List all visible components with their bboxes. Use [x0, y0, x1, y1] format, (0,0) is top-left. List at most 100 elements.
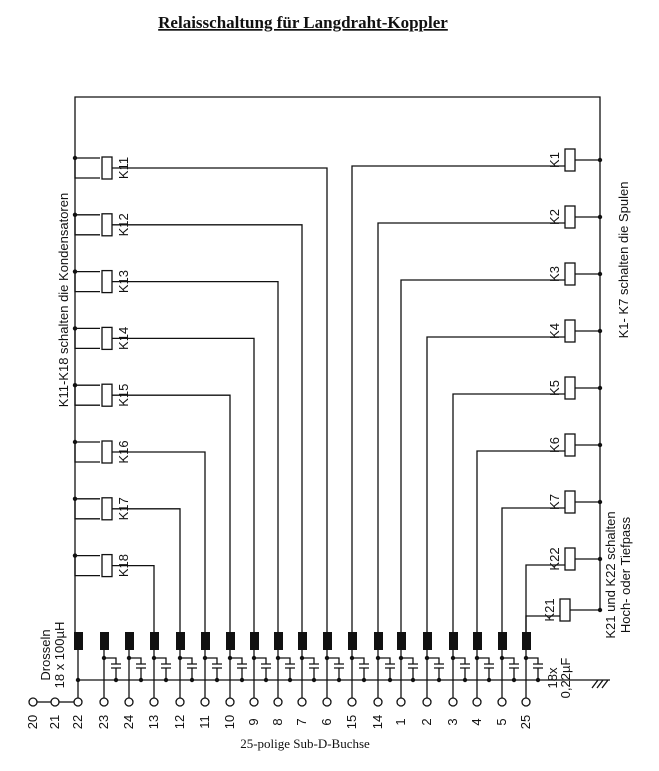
- choke: [374, 632, 383, 650]
- wire: [74, 441, 100, 463]
- pin: [521, 697, 531, 707]
- capacitor: [352, 657, 369, 680]
- filter-note: K21 und K22 schalten: [603, 511, 618, 638]
- pin: [273, 697, 283, 707]
- pin: [200, 697, 210, 707]
- title: Relaisschaltung für Langdraht-Koppler: [158, 13, 448, 32]
- relay-label: K17: [116, 497, 131, 520]
- pin: [225, 697, 235, 707]
- relay-coil: [101, 497, 113, 521]
- cap-note: 18x: [545, 667, 560, 688]
- choke: [100, 632, 109, 650]
- wire: [74, 270, 100, 293]
- relay-coil: [101, 326, 113, 351]
- wire: [74, 214, 100, 236]
- wire: [525, 564, 565, 632]
- relay-coil: [564, 547, 576, 571]
- pin: [99, 697, 109, 707]
- wire: [74, 554, 100, 577]
- pin: [322, 697, 332, 707]
- relay-coil: [564, 205, 576, 229]
- pin: [175, 697, 185, 707]
- choke: [498, 632, 507, 650]
- relay-label: K14: [116, 327, 131, 350]
- pin: [497, 697, 507, 707]
- capacitor: [378, 657, 395, 680]
- pin-label: 21: [47, 715, 62, 729]
- pin: [422, 697, 432, 707]
- pin: [297, 697, 307, 707]
- wire: [501, 507, 565, 632]
- relay-label: K5: [547, 380, 562, 396]
- pin-label: 7: [294, 718, 309, 725]
- capacitor: [230, 657, 247, 680]
- capacitor: [129, 657, 146, 680]
- capacitor: [453, 657, 470, 680]
- capacitor: [180, 657, 197, 680]
- caption: 25-polige Sub-D-Buchse: [240, 736, 370, 751]
- wire: [112, 394, 231, 632]
- pin-label: 2: [419, 718, 434, 725]
- capacitor: [278, 657, 295, 680]
- wire: [74, 384, 100, 406]
- relay-coil: [101, 213, 113, 237]
- relay-coil: [564, 148, 576, 172]
- junction: [75, 677, 81, 683]
- pin: [249, 697, 259, 707]
- choke: [298, 632, 307, 650]
- pin-label: 24: [121, 715, 136, 729]
- choke: [449, 632, 458, 650]
- pin-label: 4: [469, 718, 484, 725]
- capacitor: [254, 657, 271, 680]
- left-note: K11-K18 schalten die Kondensatoren: [56, 193, 71, 407]
- choke: [176, 632, 185, 650]
- wire: [112, 564, 155, 632]
- capacitor: [154, 657, 171, 680]
- pin-label: 6: [319, 718, 334, 725]
- relay-coil: [564, 490, 576, 514]
- right-note: K1- K7 schalten die Spulen: [616, 182, 631, 339]
- wire: [112, 508, 181, 632]
- choke: [74, 632, 83, 650]
- choke: [226, 632, 235, 650]
- relay-label: K4: [547, 323, 562, 339]
- pin-label: 12: [172, 715, 187, 729]
- relay-label: K12: [116, 213, 131, 236]
- wire: [476, 450, 565, 632]
- capacitor: [502, 657, 519, 680]
- relay-coil: [101, 383, 113, 407]
- relay-coil: [101, 440, 113, 464]
- relay-coil: [564, 376, 576, 400]
- wire: [112, 280, 279, 632]
- choke-note: Drosseln: [38, 629, 53, 680]
- pin-label: 14: [370, 715, 385, 729]
- wire: [74, 498, 100, 520]
- wire: [112, 167, 328, 632]
- relay-coil: [101, 553, 113, 578]
- choke: [348, 632, 357, 650]
- capacitor: [477, 657, 494, 680]
- wire: [426, 336, 565, 632]
- relay-label: K11: [116, 157, 131, 179]
- wire: [377, 222, 565, 632]
- pin: [149, 697, 159, 707]
- choke-note: 18 x 100µH: [52, 622, 67, 689]
- bus: [74, 96, 601, 640]
- pin-label: 25: [518, 715, 533, 729]
- relay-coil: [564, 433, 576, 457]
- relay-label: K22: [547, 547, 562, 570]
- pin: [347, 697, 357, 707]
- wire: [74, 157, 100, 179]
- cap-note: 0,22µF: [558, 658, 573, 699]
- wire: [351, 165, 565, 632]
- pin: [396, 697, 406, 707]
- wire: [112, 337, 255, 632]
- pin: [448, 697, 458, 707]
- pin: [472, 697, 482, 707]
- capacitor: [302, 657, 319, 680]
- relay-label: K18: [116, 554, 131, 577]
- choke: [250, 632, 259, 650]
- pin: [73, 697, 83, 707]
- pin: [50, 697, 60, 707]
- relay-coil: [564, 319, 576, 343]
